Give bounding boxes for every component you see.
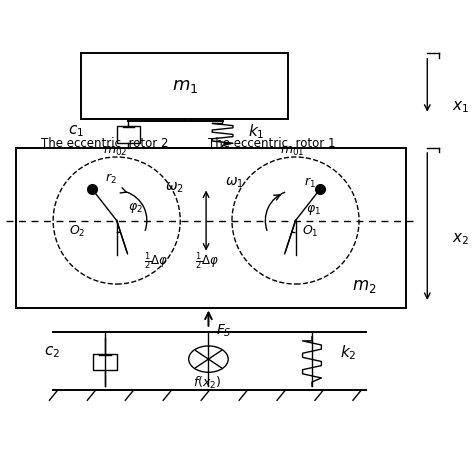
Text: $x_1$: $x_1$ [452,100,469,116]
Text: $F_S$: $F_S$ [216,323,231,339]
Text: $\omega_2$: $\omega_2$ [165,181,184,195]
Text: $m_{01}$: $m_{01}$ [281,145,305,158]
Text: $k_1$: $k_1$ [248,122,265,141]
Text: $r_1$: $r_1$ [304,176,316,190]
Text: The eccentric  rotor 1: The eccentric rotor 1 [209,137,336,150]
Text: $k_2$: $k_2$ [340,343,357,362]
Text: $\omega_1$: $\omega_1$ [225,176,244,190]
Text: $f(x_2)$: $f(x_2)$ [193,375,222,391]
Text: $O_1$: $O_1$ [301,224,318,239]
Bar [117,126,140,143]
Text: $c_2$: $c_2$ [44,345,60,360]
Text: $\frac{1}{2}\Delta\varphi$: $\frac{1}{2}\Delta\varphi$ [144,250,168,272]
Text: $r_2$: $r_2$ [105,172,117,186]
Text: $c_1$: $c_1$ [68,124,84,139]
Text: $\varphi_1$: $\varphi_1$ [306,203,321,217]
Bar [82,54,289,119]
Bar [16,147,406,308]
Text: $m_1$: $m_1$ [172,77,198,95]
Text: $\varphi_2$: $\varphi_2$ [128,201,142,215]
Text: $m_{02}$: $m_{02}$ [102,145,127,158]
Text: $\frac{1}{2}\Delta\varphi$: $\frac{1}{2}\Delta\varphi$ [195,250,219,272]
Text: The eccentric  rotor 2: The eccentric rotor 2 [41,137,169,150]
Bar [93,354,117,370]
Text: $x_2$: $x_2$ [452,231,469,247]
Text: $O_2$: $O_2$ [69,224,85,239]
Text: $m_2$: $m_2$ [352,277,376,295]
